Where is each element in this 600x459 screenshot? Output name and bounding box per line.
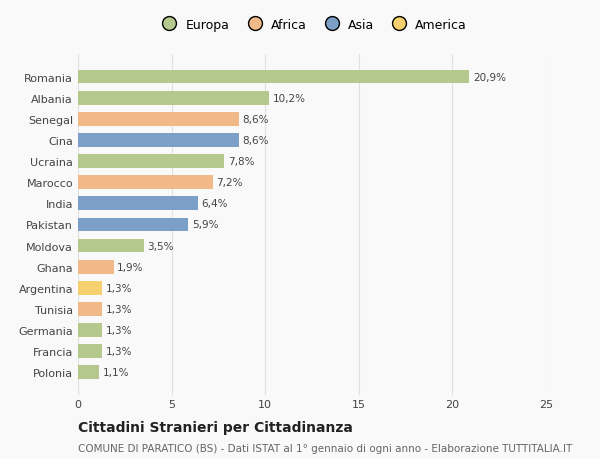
Text: 1,3%: 1,3% xyxy=(106,283,133,293)
Text: 10,2%: 10,2% xyxy=(272,94,305,103)
Text: 1,3%: 1,3% xyxy=(106,325,133,335)
Text: 20,9%: 20,9% xyxy=(473,73,506,82)
Bar xyxy=(78,71,469,84)
Bar xyxy=(78,112,239,126)
Bar xyxy=(78,260,113,274)
Text: 6,4%: 6,4% xyxy=(202,199,228,209)
Text: 1,1%: 1,1% xyxy=(103,368,129,377)
Bar xyxy=(78,324,103,337)
Bar xyxy=(78,176,213,190)
Text: 1,3%: 1,3% xyxy=(106,347,133,356)
Bar xyxy=(78,302,103,316)
Text: 1,9%: 1,9% xyxy=(118,262,144,272)
Bar xyxy=(78,155,224,168)
Text: 7,2%: 7,2% xyxy=(217,178,243,188)
Bar xyxy=(78,134,239,147)
Bar xyxy=(78,239,143,253)
Bar xyxy=(78,281,103,295)
Bar xyxy=(78,218,188,232)
Text: 1,3%: 1,3% xyxy=(106,304,133,314)
Bar xyxy=(78,197,198,211)
Bar xyxy=(78,345,103,358)
Text: 8,6%: 8,6% xyxy=(243,135,269,146)
Text: 7,8%: 7,8% xyxy=(228,157,254,167)
Bar xyxy=(78,92,269,105)
Text: 3,5%: 3,5% xyxy=(147,241,174,251)
Text: 5,9%: 5,9% xyxy=(192,220,218,230)
Text: Cittadini Stranieri per Cittadinanza: Cittadini Stranieri per Cittadinanza xyxy=(78,420,353,434)
Text: 8,6%: 8,6% xyxy=(243,115,269,124)
Legend: Europa, Africa, Asia, America: Europa, Africa, Asia, America xyxy=(152,14,472,37)
Bar xyxy=(78,366,98,379)
Text: COMUNE DI PARATICO (BS) - Dati ISTAT al 1° gennaio di ogni anno - Elaborazione T: COMUNE DI PARATICO (BS) - Dati ISTAT al … xyxy=(78,443,572,453)
